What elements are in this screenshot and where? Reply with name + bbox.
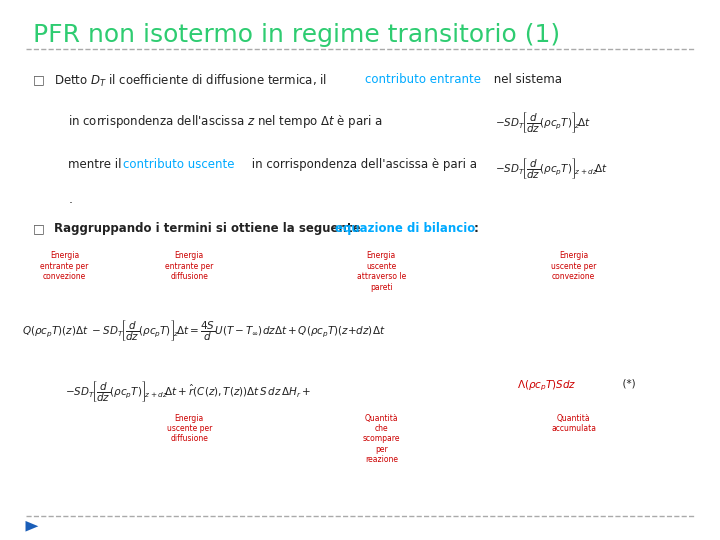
Text: Energia
uscente per
convezione: Energia uscente per convezione — [551, 252, 596, 281]
Text: equazione di bilancio: equazione di bilancio — [335, 222, 475, 235]
Text: $-SD_T\!\left[\dfrac{d}{dz}(\rho c_p T)\right]_{\!z+dz}\!\Delta t$: $-SD_T\!\left[\dfrac{d}{dz}(\rho c_p T)\… — [495, 156, 608, 181]
Text: Energia
uscente per
diffusione: Energia uscente per diffusione — [166, 414, 212, 443]
Text: Energia
uscente
attraverso le
pareti: Energia uscente attraverso le pareti — [356, 252, 406, 292]
Text: .: . — [68, 193, 72, 206]
Text: Detto $D_T$ il coefficiente di diffusione termica, il: Detto $D_T$ il coefficiente di diffusion… — [54, 73, 328, 90]
Text: contributo entrante: contributo entrante — [365, 73, 481, 86]
Text: Raggruppando i termini si ottiene la seguente: Raggruppando i termini si ottiene la seg… — [54, 222, 364, 235]
Text: Energia
entrante per
convezione: Energia entrante per convezione — [40, 252, 89, 281]
Text: :: : — [474, 222, 479, 235]
Text: □: □ — [32, 73, 45, 86]
Text: Quantità
che
scompare
per
reazione: Quantità che scompare per reazione — [363, 414, 400, 464]
Text: (*): (*) — [616, 379, 636, 389]
Text: Energia
entrante per
diffusione: Energia entrante per diffusione — [165, 252, 213, 281]
Text: nel sistema: nel sistema — [490, 73, 562, 86]
Text: contributo uscente: contributo uscente — [123, 158, 235, 171]
Text: □: □ — [32, 222, 45, 235]
Text: mentre il: mentre il — [68, 158, 125, 171]
Text: $Q(\rho c_p T)(z)\Delta t \ -SD_T\!\left[\dfrac{d}{dz}(\rho c_p T)\right]_{\!z}\: $Q(\rho c_p T)(z)\Delta t \ -SD_T\!\left… — [22, 318, 385, 343]
Text: $-SD_T\!\left[\dfrac{d}{dz}(\rho c_p T)\right]_{\!z+dz}\!\Delta t+ \hat{r}(C(z),: $-SD_T\!\left[\dfrac{d}{dz}(\rho c_p T)\… — [65, 379, 311, 404]
Text: Quantità
accumulata: Quantità accumulata — [551, 414, 596, 433]
Text: $\Lambda(\rho c_p T)Sdz$: $\Lambda(\rho c_p T)Sdz$ — [516, 379, 576, 394]
Polygon shape — [25, 521, 38, 531]
Text: in corrispondenza dell'ascissa $z$ nel tempo $\Delta t$ è pari a: in corrispondenza dell'ascissa $z$ nel t… — [68, 113, 382, 130]
Text: PFR non isotermo in regime transitorio (1): PFR non isotermo in regime transitorio (… — [32, 23, 559, 47]
Text: $-SD_T\!\left[\dfrac{d}{dz}(\rho c_p T)\right]_{\!z}\!\Delta t$: $-SD_T\!\left[\dfrac{d}{dz}(\rho c_p T)\… — [495, 111, 591, 136]
Text: in corrispondenza dell'ascissa è pari a: in corrispondenza dell'ascissa è pari a — [248, 158, 477, 171]
